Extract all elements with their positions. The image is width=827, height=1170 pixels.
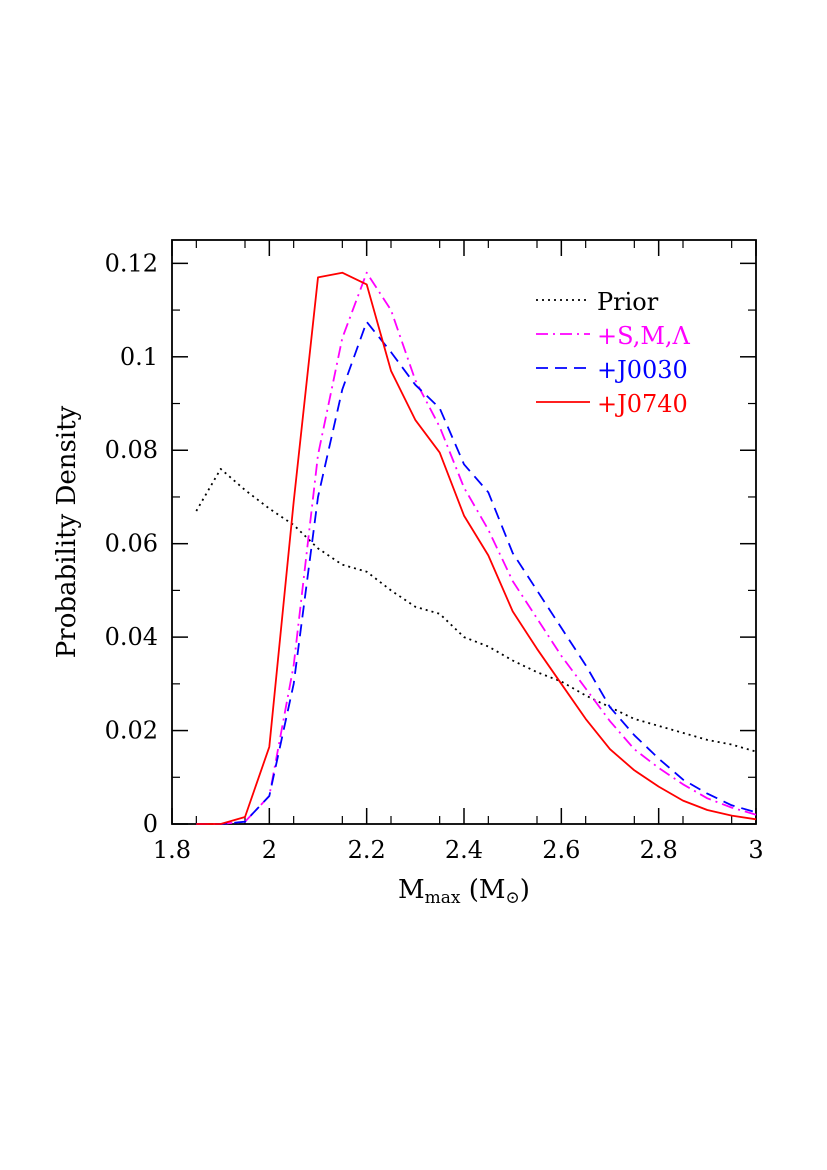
legend: Prior +S,M,Λ +J0030 +J0740 [536, 288, 691, 418]
legend-label-3: +J0740 [597, 390, 688, 418]
x-axis-title-main: M [398, 875, 425, 905]
y-tick-label: 0.12 [105, 249, 158, 277]
x-tick-label: 1.8 [153, 836, 191, 864]
legend-label-2: +J0030 [597, 356, 688, 384]
legend-label-0: Prior [597, 288, 659, 316]
series-line-0 [195, 467, 757, 753]
x-axis-title-subscript: max [425, 888, 461, 908]
x-tick-label: 2.2 [348, 836, 386, 864]
y-axis-title: Probability Density [52, 405, 82, 658]
series-layer [195, 271, 757, 825]
legend-label-1: +S,M,Λ [597, 322, 691, 350]
series-line-2 [196, 320, 757, 825]
x-axis-title-unit-open: (M [461, 875, 506, 905]
x-tick-label: 2.4 [445, 836, 483, 864]
x-axis-title-unit-close: ) [520, 875, 530, 905]
x-tick-label: 3 [748, 836, 763, 864]
y-tick-label: 0.08 [105, 436, 158, 464]
y-tick-label: 0 [143, 810, 158, 838]
x-axis-title-unit-subscript: ⊙ [506, 888, 520, 908]
y-tick-label: 0.04 [105, 623, 158, 651]
series-line-1 [196, 271, 757, 825]
x-tick-label: 2 [262, 836, 277, 864]
series-line-3 [196, 271, 757, 825]
y-tick-label: 0.1 [120, 343, 158, 371]
y-tick-label: 0.02 [105, 717, 158, 745]
x-tick-label: 2.6 [542, 836, 580, 864]
y-tick-label: 0.06 [105, 530, 158, 558]
axis-ticks: 1.8 2 2.2 2.4 2.6 2.8 3 0 0.02 0.04 0.06 0.08 0.1 0.1… [105, 240, 764, 864]
x-tick-label: 2.8 [640, 836, 678, 864]
x-axis-title: Mmax (M⊙) [398, 875, 530, 908]
